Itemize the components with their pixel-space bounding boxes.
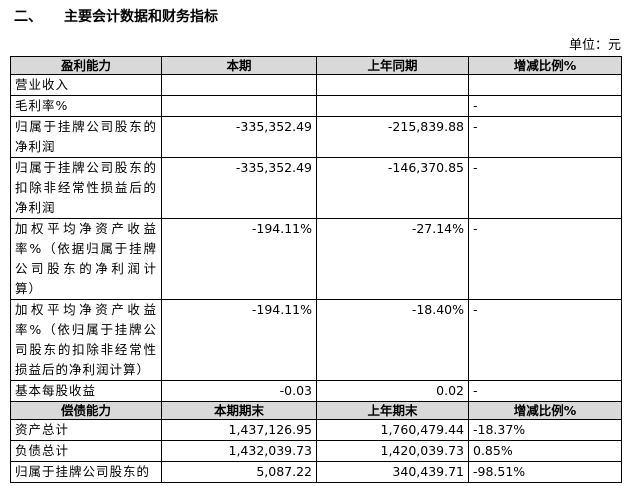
column-header: 上年同期 [316,56,469,75]
cell: - [468,299,622,381]
cell [161,74,317,96]
cell: - [468,157,622,219]
data-row: 加权平均净资产收益率%（依归属于挂牌公司股东的扣除非经常性损益后的净利润计算） -… [10,299,622,381]
cell: -18.40% [316,299,469,381]
header-row: 盈利能力 本期 上年同期 增减比例% [10,56,622,75]
row-label: 毛利率% [10,95,162,117]
data-row: 归属于挂牌公司股东的净利润 -335,352.49 -215,839.88- [10,116,622,158]
section-heading: 二、 主要会计数据和财务指标 [14,6,218,26]
cell [161,95,317,117]
cell: - [468,380,622,402]
cell: -98.51% [468,461,622,483]
data-row: 归属于挂牌公司股东的 5,087.22 340,439.71 -98.51% [10,461,622,483]
row-label: 基本每股收益 [10,380,162,402]
data-row: 归属于挂牌公司股东的扣除非经常性损益后的净利润 -335,352.49 -146,3… [10,157,622,219]
data-row: 资产总计 1,437,126.95 1,760,479.44 -18.37% [10,419,622,441]
column-header: 增减比例% [468,56,622,75]
data-row: 负债总计 1,432,039.73 1,420,039.73 0.85% [10,440,622,462]
cell: - [468,218,622,300]
column-header: 盈利能力 [10,56,162,75]
cell: - [468,95,622,117]
column-header: 本期 [161,56,317,75]
cell: -146,370.85 [316,157,469,219]
unit-note: 单位：元 [568,38,621,53]
cell: -194.11% [161,218,317,300]
row-label: 归属于挂牌公司股东的扣除非经常性损益后的净利润 [10,157,162,219]
table-container: 盈利能力 本期 上年同期 增减比例% 营业收入 毛利率% - 归属于挂牌公司股东的净利润 -33… [10,56,622,486]
cell: -215,839.88 [316,116,469,158]
cell: -194.11% [161,299,317,381]
row-label: 加权平均净资产收益率%（依归属于挂牌公司股东的扣除非经常性损益后的净利润计算） [10,299,162,381]
heading-number: 二、 [14,9,42,25]
cell: -335,352.49 [161,116,317,158]
cell: 0.85% [468,440,622,462]
row-label: 归属于挂牌公司股东的净利润 [10,116,162,158]
data-row: 基本每股收益 -0.03 0.02- [10,380,622,402]
header-row: 偿债能力 本期期末 上年期末 增减比例% [10,401,622,420]
row-label: 资产总计 [10,419,162,441]
data-row: 毛利率% - [10,95,622,117]
cell: -0.03 [161,380,317,402]
cell: 1,420,039.73 [316,440,469,462]
cell: 5,087.22 [161,461,317,483]
financial-table: 盈利能力 本期 上年同期 增减比例% 营业收入 毛利率% - 归属于挂牌公司股东的净利润 -33… [10,56,622,483]
column-header: 偿债能力 [10,401,162,420]
cell: 0.02 [316,380,469,402]
cell: 1,437,126.95 [161,419,317,441]
cell: -335,352.49 [161,157,317,219]
data-row: 营业收入 [10,74,622,96]
column-header: 增减比例% [468,401,622,420]
heading-title: 主要会计数据和财务指标 [64,9,218,25]
row-label: 加权平均净资产收益率%（依据归属于挂牌公司股东的净利润计算） [10,218,162,300]
cell: 1,760,479.44 [316,419,469,441]
cell: -18.37% [468,419,622,441]
column-header: 本期期末 [161,401,317,420]
cell [316,95,469,117]
cell: - [468,116,622,158]
row-label: 归属于挂牌公司股东的 [10,461,162,483]
cell [468,74,622,96]
data-row: 加权平均净资产收益率%（依据归属于挂牌公司股东的净利润计算） -194.11% -2… [10,218,622,300]
column-header: 上年期末 [316,401,469,420]
cell: -27.14% [316,218,469,300]
row-label: 营业收入 [10,74,162,96]
row-label: 负债总计 [10,440,162,462]
cell: 340,439.71 [316,461,469,483]
cell [316,74,469,96]
cell: 1,432,039.73 [161,440,317,462]
